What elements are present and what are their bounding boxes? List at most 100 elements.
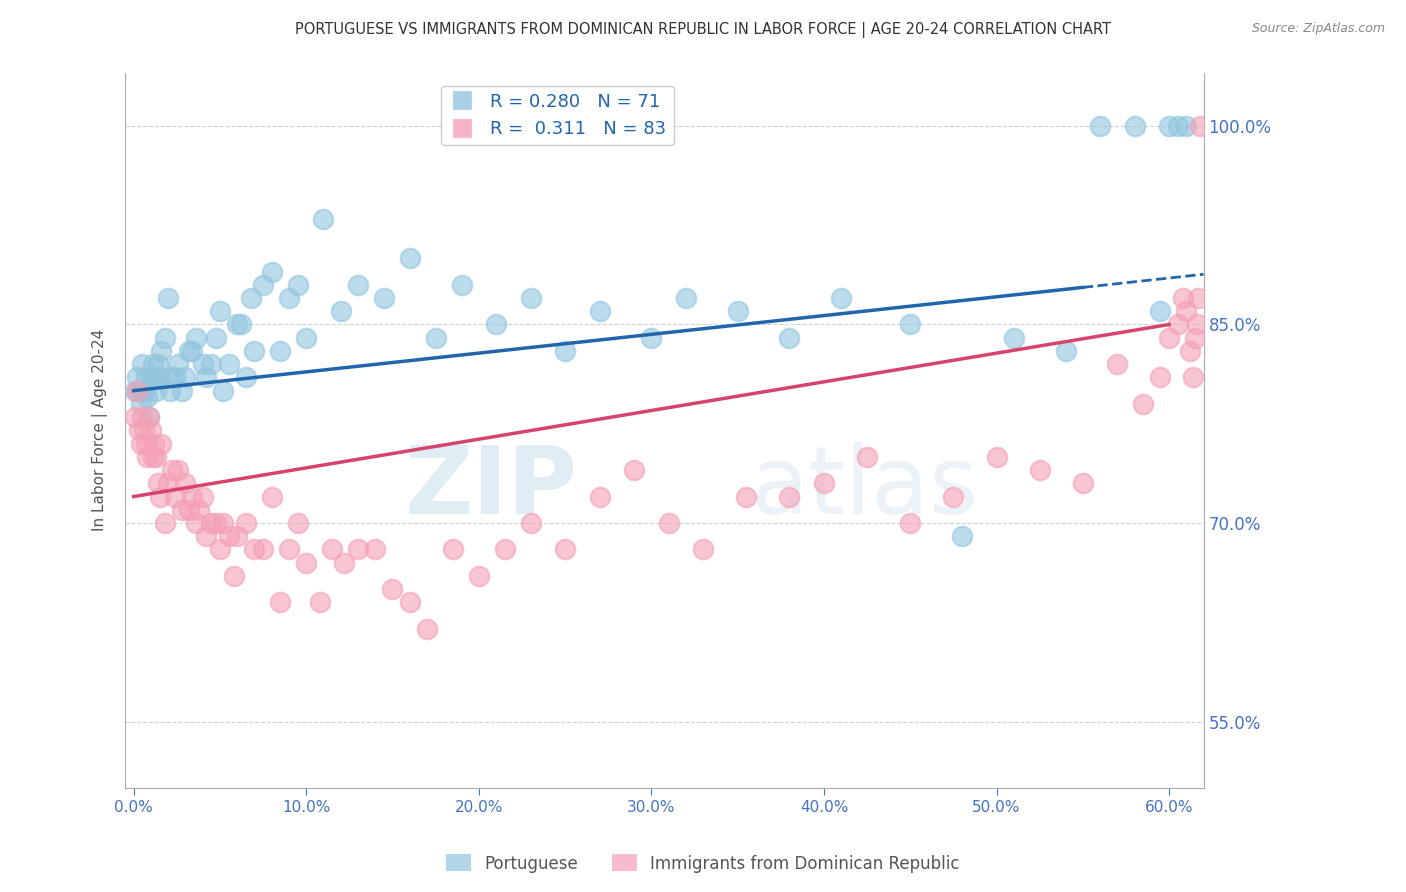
Y-axis label: In Labor Force | Age 20-24: In Labor Force | Age 20-24 <box>93 329 108 532</box>
Point <box>295 556 318 570</box>
Point <box>1171 291 1194 305</box>
Point <box>1184 331 1206 345</box>
Point <box>675 291 697 305</box>
Point <box>205 516 228 530</box>
Point <box>159 384 181 398</box>
Point <box>150 436 173 450</box>
Point <box>942 490 965 504</box>
Text: atlas: atlas <box>751 442 979 533</box>
Point <box>269 595 291 609</box>
Legend: R = 0.280   N = 71, R =  0.311   N = 83: R = 0.280 N = 71, R = 0.311 N = 83 <box>441 86 673 145</box>
Point <box>554 542 576 557</box>
Point <box>623 463 645 477</box>
Legend: Portuguese, Immigrants from Dominican Republic: Portuguese, Immigrants from Dominican Re… <box>440 847 966 880</box>
Point <box>142 450 165 464</box>
Point <box>898 516 921 530</box>
Point <box>309 595 332 609</box>
Point <box>139 370 162 384</box>
Point <box>163 490 186 504</box>
Point <box>856 450 879 464</box>
Point <box>226 529 249 543</box>
Point <box>381 582 404 597</box>
Point <box>191 490 214 504</box>
Point <box>146 357 169 371</box>
Point <box>174 476 197 491</box>
Point <box>124 384 146 398</box>
Point <box>1175 304 1198 318</box>
Point <box>129 436 152 450</box>
Point <box>425 331 447 345</box>
Point <box>150 343 173 358</box>
Point <box>138 410 160 425</box>
Point <box>174 370 197 384</box>
Point <box>485 318 508 332</box>
Point <box>347 277 370 292</box>
Point <box>1175 119 1198 133</box>
Point <box>163 370 186 384</box>
Point <box>145 384 167 398</box>
Point <box>554 343 576 358</box>
Point <box>184 516 207 530</box>
Point <box>1002 331 1025 345</box>
Point <box>157 291 180 305</box>
Point <box>132 423 155 437</box>
Point <box>813 476 835 491</box>
Point <box>287 277 309 292</box>
Point <box>312 211 335 226</box>
Point <box>240 291 263 305</box>
Point <box>727 304 749 318</box>
Point <box>136 390 159 404</box>
Point <box>1167 119 1189 133</box>
Point <box>235 370 257 384</box>
Point <box>205 331 228 345</box>
Point <box>494 542 516 557</box>
Point <box>200 516 222 530</box>
Point <box>157 476 180 491</box>
Point <box>243 542 266 557</box>
Point <box>287 516 309 530</box>
Point <box>778 331 800 345</box>
Point <box>136 450 159 464</box>
Point <box>986 450 1008 464</box>
Point <box>146 476 169 491</box>
Point <box>347 542 370 557</box>
Point <box>170 503 193 517</box>
Point <box>243 343 266 358</box>
Point <box>160 463 183 477</box>
Point <box>218 357 240 371</box>
Point <box>212 516 235 530</box>
Point <box>177 343 200 358</box>
Point <box>1159 119 1181 133</box>
Point <box>125 384 148 398</box>
Point <box>1187 291 1209 305</box>
Text: PORTUGUESE VS IMMIGRANTS FROM DOMINICAN REPUBLIC IN LABOR FORCE | AGE 20-24 CORR: PORTUGUESE VS IMMIGRANTS FROM DOMINICAN … <box>295 22 1111 38</box>
Point <box>142 357 165 371</box>
Point <box>260 264 283 278</box>
Point <box>139 423 162 437</box>
Point <box>252 277 274 292</box>
Point <box>153 516 176 530</box>
Text: Source: ZipAtlas.com: Source: ZipAtlas.com <box>1251 22 1385 36</box>
Point <box>188 503 211 517</box>
Point <box>181 343 204 358</box>
Point <box>1088 119 1111 133</box>
Point <box>588 490 610 504</box>
Point <box>200 357 222 371</box>
Point <box>212 384 235 398</box>
Point <box>131 410 153 425</box>
Point <box>129 397 152 411</box>
Point <box>278 291 301 305</box>
Point <box>177 503 200 517</box>
Point <box>191 357 214 371</box>
Point <box>143 436 166 450</box>
Point <box>1107 357 1129 371</box>
Point <box>295 331 318 345</box>
Point <box>229 318 252 332</box>
Point <box>898 318 921 332</box>
Point <box>1178 343 1201 358</box>
Point <box>184 331 207 345</box>
Point <box>778 490 800 504</box>
Point <box>218 529 240 543</box>
Point <box>658 516 681 530</box>
Point <box>398 595 420 609</box>
